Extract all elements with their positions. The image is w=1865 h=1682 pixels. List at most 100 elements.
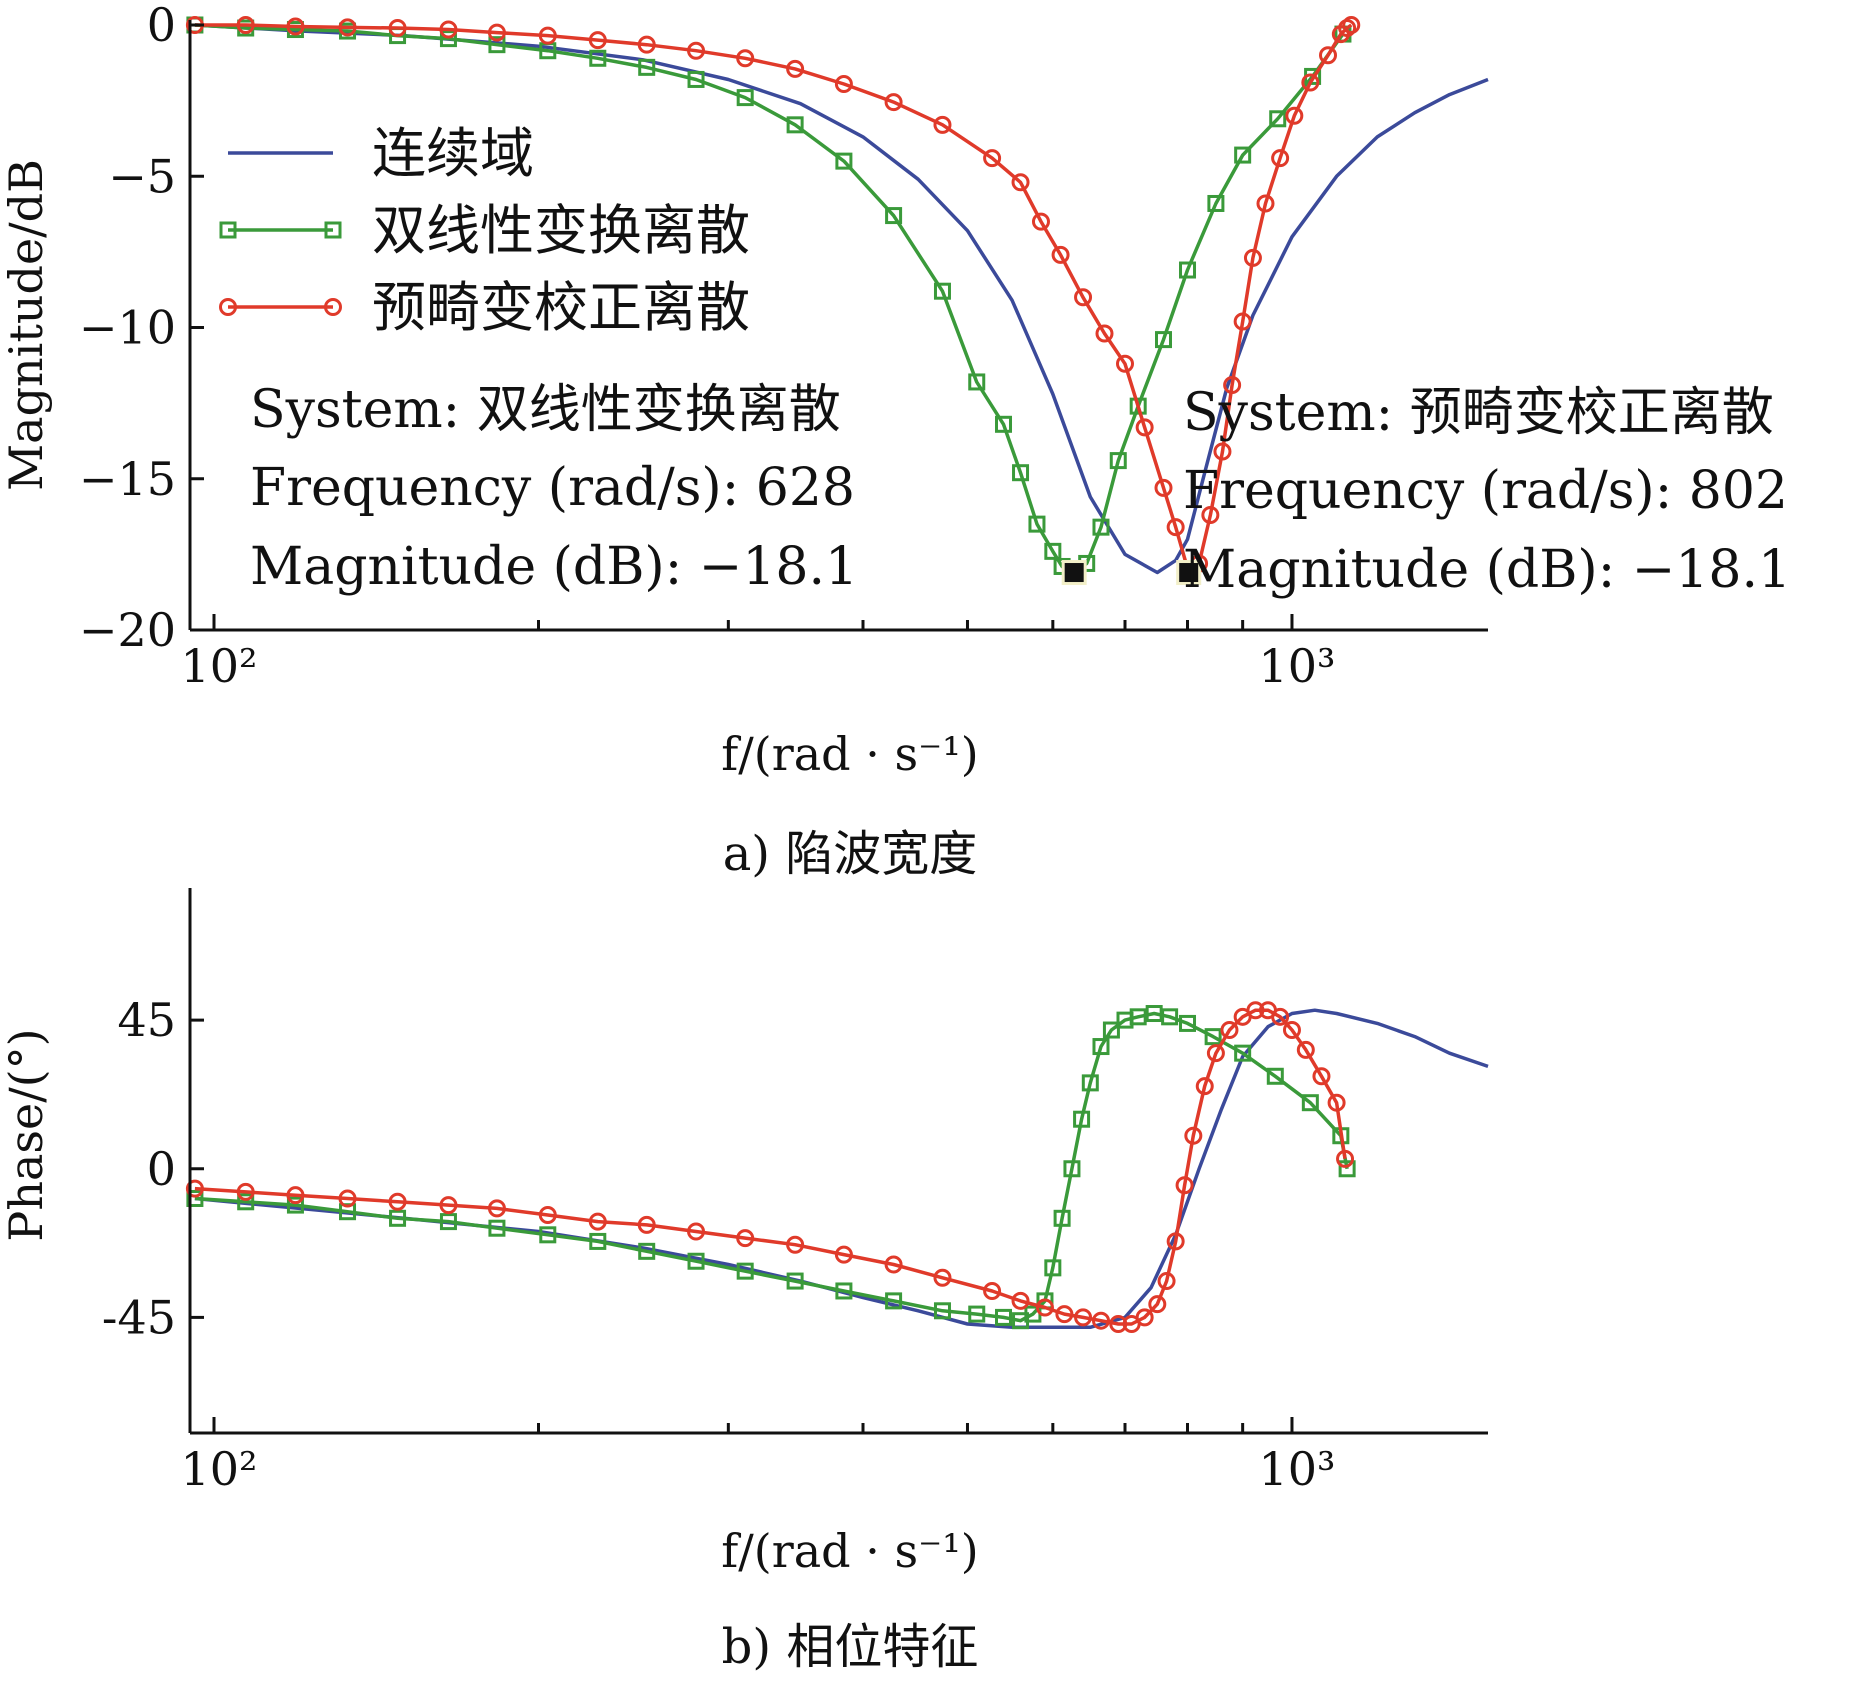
magnitude-data-point [835,152,853,170]
magnitude-data-point [1011,173,1030,192]
phase-data-point [1301,1094,1319,1112]
phase-data-point [1161,1008,1179,1026]
phase-data-point [736,1229,755,1248]
magnitude-data-point [786,59,805,78]
phase-data-point [588,1212,607,1231]
magnitude-data-point [286,17,305,36]
phase-x-axis-label: f/(rad · s⁻¹) [721,1524,978,1578]
magnitude-data-point [338,18,357,37]
magnitude-data-point [1234,146,1252,164]
phase-data-point [736,1262,754,1280]
magnitude-data-point [588,31,607,50]
magnitude-data-point [1044,542,1062,560]
phase-series-group [185,1001,1489,1333]
phase-y-tick-label: -45 [102,1290,176,1344]
magnitude-data-point [1012,464,1030,482]
magnitude-data-point [1154,478,1173,497]
magnitude-data-point [439,20,458,39]
magnitude-series-group [185,16,1489,586]
phase-data-point [835,1282,853,1300]
phase-data-point [1296,1040,1315,1059]
phase-data-point [687,1252,705,1270]
phase-data-point [1053,1209,1071,1227]
phase-series-line [194,1008,1489,1330]
legend-marker-bilinear-right [324,221,342,239]
magnitude-data-point [1092,518,1110,536]
datatip-bilinear-frequency: Frequency (rad/s): 628 [250,458,855,518]
phase-data-point [1206,1044,1225,1063]
magnitude-data-point [1271,149,1290,168]
datatip-prewarp-frequency: Frequency (rad/s): 802 [1183,461,1788,521]
legend-label-continuous: 连续域 [372,122,534,185]
magnitude-data-point [1166,518,1185,537]
phase-data-point [1109,1315,1128,1333]
phase-y-tick-label: 0 [147,1142,176,1196]
phase-data-point [1266,1067,1284,1085]
phase-data-point [638,1242,656,1260]
magnitude-data-point [995,415,1013,433]
datatip-bilinear-magnitude: Magnitude (dB): −18.1 [250,537,858,597]
magnitude-data-point [1301,73,1320,92]
magnitude-data-point [1115,354,1134,373]
magnitude-data-point [1155,331,1172,349]
phase-x-tick-label: 10² [181,1442,258,1496]
magnitude-data-point [968,373,986,391]
magnitude-data-point [1031,212,1050,231]
magnitude-data-point [1319,46,1338,65]
datatip-bilinear: System: 双线性变换离散 Frequency (rad/s): 628 M… [250,380,858,597]
phase-data-point [983,1281,1002,1300]
phase-data-point [995,1308,1013,1326]
magnitude-datatip-marker [1176,560,1202,586]
phase-data-point [1092,1038,1110,1056]
phase-data-point [1157,1272,1176,1291]
phase-data-point [1282,1021,1301,1040]
magnitude-data-point [589,49,607,67]
magnitude-series-line [194,23,1345,575]
phase-data-point [1135,1308,1154,1327]
phase-data-point [1312,1067,1331,1086]
phase-data-point [1044,1259,1062,1277]
magnitude-data-point [1095,324,1114,343]
phase-data-point [185,1179,204,1198]
phase-y-axis-label: Phase/(°) [0,1028,53,1241]
phase-data-point [687,1222,706,1241]
phase-data-point [1011,1291,1030,1310]
magnitude-data-point [1129,397,1147,415]
phase-data-point [1081,1074,1099,1092]
magnitude-data-point [983,149,1002,168]
magnitude-y-tick-label: −20 [79,603,176,657]
magnitude-datatip-marker [1061,560,1087,586]
phase-data-point [1166,1232,1185,1251]
phase-data-point [786,1272,804,1290]
magnitude-data-point [1201,506,1220,525]
magnitude-data-point [884,93,903,112]
phase-series-0 [194,1008,1489,1330]
phase-data-point [1179,1014,1197,1032]
magnitude-data-point [236,16,255,34]
magnitude-x-tick-label: 10³ [1258,639,1335,693]
phase-data-point [1184,1126,1203,1145]
phase-data-point [1148,1295,1167,1314]
phase-data-point [1035,1298,1054,1317]
magnitude-data-point [538,26,557,45]
magnitude-data-point [1269,110,1287,128]
legend-marker-prewarp-left [219,298,237,316]
phase-panel: 45 0 -45 10² 10³ Phase/(°) f/(rad · s⁻¹) b) … [0,888,1489,1675]
magnitude-data-point [1285,106,1304,125]
phase-data-point [439,1196,458,1215]
phase-data-point [389,1209,407,1227]
phase-data-point [1246,1001,1265,1020]
phase-data-point [933,1302,951,1320]
magnitude-x-axis-label: f/(rad · s⁻¹) [721,727,978,781]
phase-caption: b) 相位特征 [722,1619,979,1675]
phase-data-point [439,1213,457,1231]
phase-data-point [286,1196,304,1214]
phase-ticks: 45 0 -45 10² 10³ [102,993,1336,1496]
phase-data-point [1175,1176,1194,1195]
phase-data-point [1338,1160,1356,1178]
phase-series-2 [185,1001,1355,1333]
phase-series-1 [186,1005,1356,1330]
magnitude-y-tick-label: −10 [79,301,176,355]
